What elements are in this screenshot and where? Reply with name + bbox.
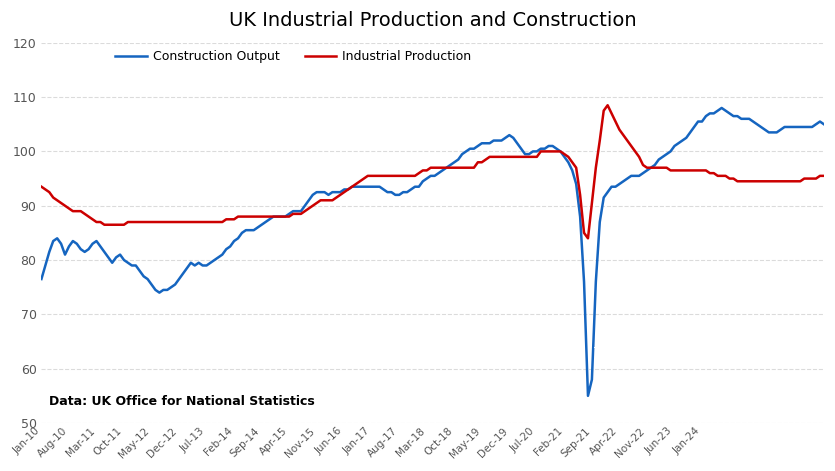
Construction Output bbox=[760, 127, 770, 132]
Construction Output bbox=[182, 265, 192, 271]
Construction Output bbox=[716, 105, 726, 111]
Construction Output bbox=[583, 393, 593, 398]
Text: Trade Like a Pro: Trade Like a Pro bbox=[595, 346, 693, 358]
Industrial Production bbox=[182, 219, 192, 225]
Industrial Production bbox=[819, 173, 829, 179]
Text: Data: UK Office for National Statistics: Data: UK Office for National Statistics bbox=[49, 395, 315, 408]
Industrial Production bbox=[68, 208, 78, 214]
Title: UK Industrial Production and Construction: UK Industrial Production and Constructio… bbox=[229, 11, 636, 30]
Construction Output bbox=[245, 227, 255, 233]
Line: Construction Output: Construction Output bbox=[42, 108, 824, 396]
Line: Industrial Production: Industrial Production bbox=[42, 105, 824, 238]
Construction Output bbox=[68, 238, 78, 244]
Industrial Production bbox=[84, 214, 94, 219]
Construction Output bbox=[37, 276, 47, 282]
Construction Output bbox=[84, 246, 94, 252]
Industrial Production bbox=[37, 184, 47, 189]
Industrial Production bbox=[245, 214, 255, 219]
Industrial Production bbox=[787, 179, 797, 184]
Construction Output bbox=[787, 124, 797, 130]
Industrial Production bbox=[583, 236, 593, 241]
Industrial Production bbox=[760, 179, 770, 184]
Industrial Production bbox=[603, 102, 613, 108]
Construction Output bbox=[819, 122, 829, 127]
Legend: Construction Output, Industrial Production: Construction Output, Industrial Producti… bbox=[110, 45, 476, 68]
Text: FxPro: FxPro bbox=[599, 292, 689, 319]
